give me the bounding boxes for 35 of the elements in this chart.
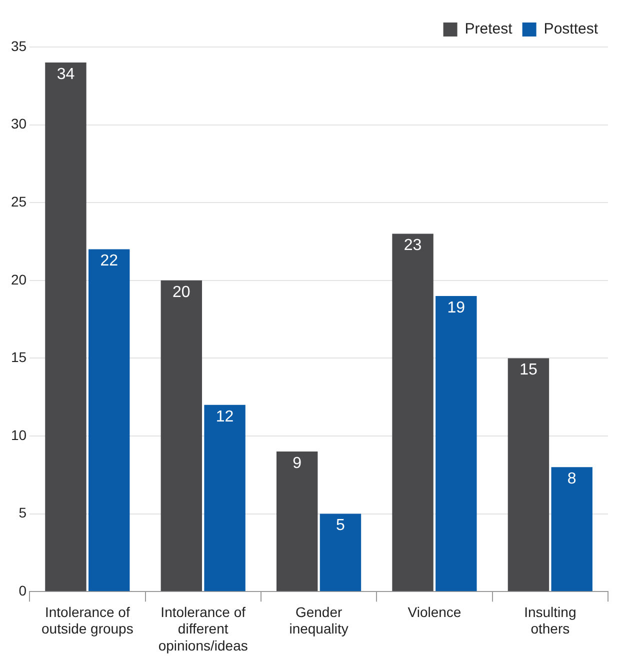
bar	[204, 404, 246, 592]
y-tick-label: 0	[18, 582, 27, 598]
bar	[45, 62, 86, 592]
bar	[508, 358, 550, 592]
bar	[436, 296, 477, 592]
bar	[160, 280, 202, 592]
bar	[320, 514, 362, 592]
data-label: 34	[56, 66, 75, 83]
x-tick-label: Violence	[408, 604, 462, 620]
data-label: 20	[172, 284, 190, 301]
data-label: 5	[336, 517, 346, 534]
data-label: 19	[447, 299, 466, 316]
legend-label: Posttest	[544, 20, 599, 38]
y-tick-label: 25	[10, 193, 27, 210]
data-label: 15	[520, 362, 538, 379]
data-label: 12	[216, 408, 234, 426]
legend-label: Pretest	[464, 20, 514, 38]
data-label: 22	[100, 252, 118, 270]
y-tick-label: 30	[10, 116, 27, 132]
y-tick-label: 15	[10, 349, 27, 366]
y-tick-label: 35	[10, 38, 27, 54]
y-tick-label: 20	[10, 271, 27, 288]
y-tick-label: 5	[18, 504, 27, 521]
data-label: 23	[404, 237, 422, 254]
bar	[392, 234, 434, 592]
data-label: 8	[567, 470, 576, 488]
x-tick-label: Intolerance of different opinions/ideas	[158, 604, 248, 654]
bar	[88, 249, 130, 592]
bar	[551, 467, 592, 592]
data-label: 9	[292, 454, 302, 472]
bar	[276, 452, 318, 592]
x-tick-label: Intolerance of outside groups	[41, 604, 134, 637]
y-tick-label: 10	[10, 426, 27, 443]
x-tick-label: Insulting others	[524, 604, 576, 637]
x-tick-label: Gender inequality	[289, 604, 348, 637]
